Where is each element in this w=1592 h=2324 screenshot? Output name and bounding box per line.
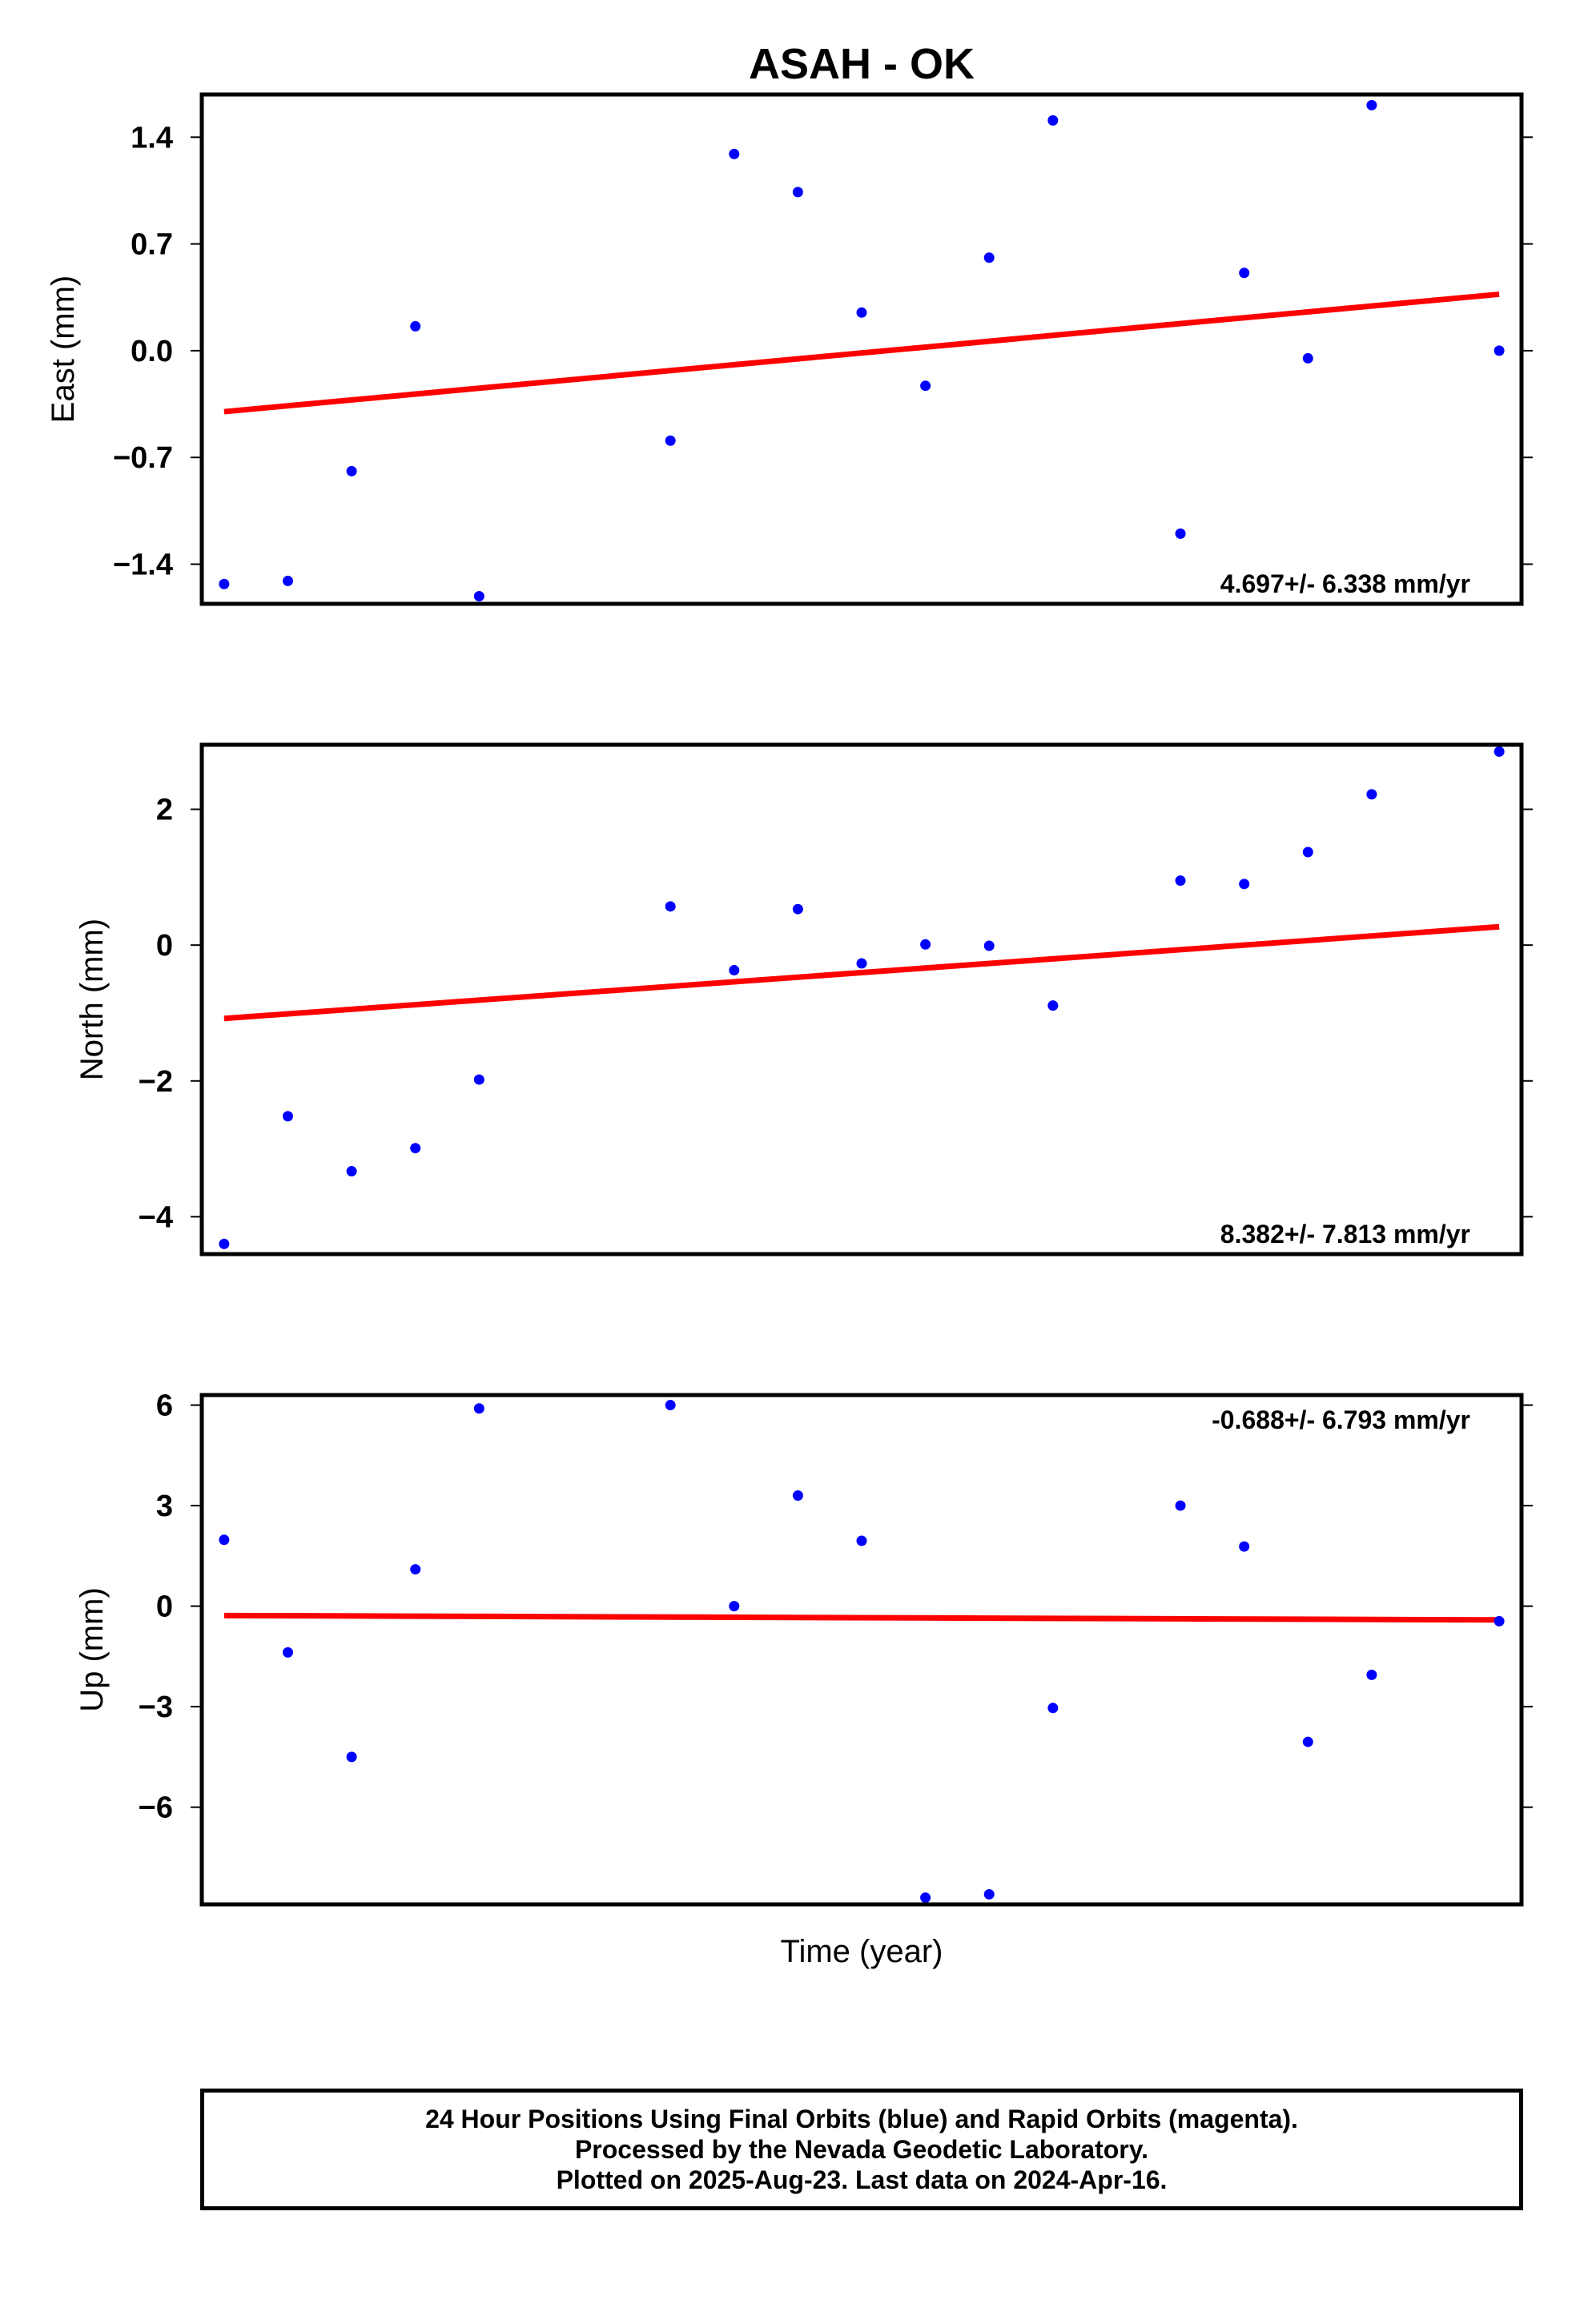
north-data-point xyxy=(1302,846,1313,858)
up-data-point xyxy=(665,1400,676,1411)
up-data-point xyxy=(1366,1669,1377,1680)
east-y-axis-label: East (mm) xyxy=(46,275,81,423)
north-data-point xyxy=(410,1143,421,1154)
up-data-point xyxy=(1302,1736,1313,1747)
east-data-point xyxy=(282,575,293,586)
up-panel: 6 3 0 −3 −6 Up (mm) -0.688+/- 6.793 mm/yr xyxy=(74,1389,1533,1907)
east-ytick-label: 1.4 xyxy=(131,121,173,155)
north-rate-label: 8.382+/- 7.813 mm/yr xyxy=(1220,1220,1470,1248)
east-ytick-label: −1.4 xyxy=(113,548,173,581)
east-data-point xyxy=(856,307,867,318)
up-ytick-label: 6 xyxy=(156,1389,173,1423)
up-data-point xyxy=(282,1647,293,1658)
east-data-point xyxy=(1366,99,1377,111)
up-ytick-label: 3 xyxy=(156,1490,173,1523)
up-data-point xyxy=(792,1490,803,1502)
up-data-point xyxy=(1047,1703,1059,1714)
east-rate-label: 4.697+/- 6.338 mm/yr xyxy=(1220,569,1470,598)
east-plot-frame xyxy=(199,92,1524,606)
up-ytick-label: 0 xyxy=(156,1590,173,1624)
up-data-point xyxy=(1175,1500,1186,1511)
north-data-point xyxy=(1175,875,1186,887)
up-data-point xyxy=(1239,1541,1250,1552)
north-trend-line xyxy=(223,923,1500,1022)
east-data-point xyxy=(1175,528,1186,539)
north-data-point xyxy=(1494,746,1505,757)
up-data-point xyxy=(856,1535,867,1546)
east-data-point xyxy=(792,187,803,198)
up-ytick-label: −6 xyxy=(139,1791,173,1825)
east-data-point xyxy=(729,148,740,159)
north-data-point xyxy=(665,901,676,912)
up-data-point xyxy=(729,1601,740,1612)
up-plot-frame xyxy=(199,1393,1524,1907)
east-data-point xyxy=(665,435,676,446)
east-trend-line xyxy=(223,291,1500,415)
north-data-point xyxy=(282,1111,293,1122)
north-data-point xyxy=(856,958,867,969)
north-data-point xyxy=(1239,879,1250,890)
north-data-point xyxy=(792,903,803,915)
north-data-point xyxy=(729,965,740,976)
north-data-point xyxy=(983,940,995,951)
east-data-point xyxy=(219,578,230,589)
chart-title: ASAH - OK xyxy=(749,40,975,88)
up-data-point xyxy=(473,1403,484,1414)
footer-line-orbits: 24 Hour Positions Using Final Orbits (bl… xyxy=(425,2105,1298,2133)
up-data-point xyxy=(983,1888,995,1900)
up-data-point xyxy=(1494,1615,1505,1626)
north-plot-frame xyxy=(199,742,1524,1256)
north-ytick-label: 0 xyxy=(156,929,173,963)
north-data-point xyxy=(473,1074,484,1085)
east-data-point xyxy=(920,380,931,392)
north-ytick-label: 2 xyxy=(156,794,173,827)
up-trend-line xyxy=(223,1612,1500,1623)
east-ytick-label: −0.7 xyxy=(113,441,173,475)
east-data-point xyxy=(1239,267,1250,279)
up-data-point xyxy=(410,1564,421,1575)
east-data-point xyxy=(983,252,995,263)
footer-line-plotted: Plotted on 2025-Aug-23. Last data on 202… xyxy=(556,2165,1168,2194)
east-data-point xyxy=(1494,345,1505,356)
up-rate-label: -0.688+/- 6.793 mm/yr xyxy=(1212,1405,1470,1434)
east-data-point xyxy=(473,590,484,601)
footer-line-processed: Processed by the Nevada Geodetic Laborat… xyxy=(574,2135,1149,2164)
east-data-point xyxy=(410,320,421,332)
north-data-point xyxy=(920,939,931,950)
east-ytick-label: 0.0 xyxy=(131,335,173,368)
east-panel: 1.4 0.7 0.0 −0.7 −1.4 East (mm) 4.697+/- 6.338… xyxy=(46,92,1533,606)
north-data-point xyxy=(346,1166,357,1177)
up-ytick-label: −3 xyxy=(139,1691,173,1724)
east-data-point xyxy=(346,465,357,476)
north-data-point xyxy=(1047,1000,1059,1011)
up-data-point xyxy=(219,1534,230,1546)
north-data-point xyxy=(1366,789,1377,800)
up-data-point xyxy=(346,1751,357,1763)
x-axis-label: Time (year) xyxy=(781,1934,943,1969)
north-ytick-label: −4 xyxy=(139,1200,173,1234)
north-data-point xyxy=(219,1238,230,1249)
north-y-axis-label: North (mm) xyxy=(74,919,110,1080)
east-data-point xyxy=(1302,352,1313,364)
up-y-axis-label: Up (mm) xyxy=(74,1587,110,1712)
up-data-point xyxy=(920,1892,931,1904)
north-ytick-label: −2 xyxy=(139,1065,173,1099)
panels-group: 1.4 0.7 0.0 −0.7 −1.4 East (mm) 4.697+/- 6.338… xyxy=(46,92,1533,1907)
footer-caption-box: 24 Hour Positions Using Final Orbits (bl… xyxy=(200,2089,1523,2210)
east-data-point xyxy=(1047,115,1059,126)
east-ytick-label: 0.7 xyxy=(131,228,173,262)
north-panel: 2 0 −2 −4 North (mm) 8.382+/- 7.813 mm/yr xyxy=(74,742,1533,1256)
